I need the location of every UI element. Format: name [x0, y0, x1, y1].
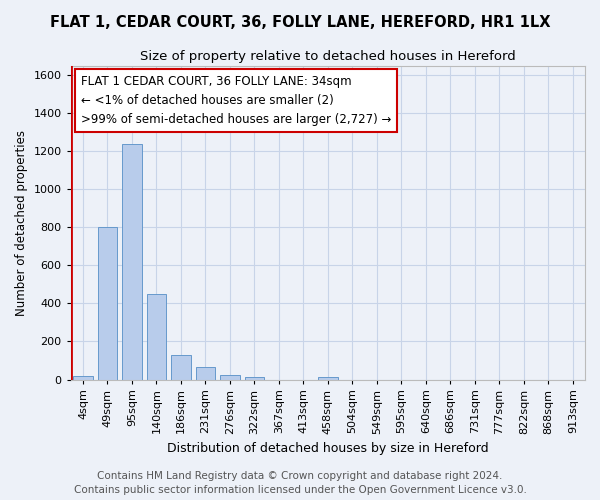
Text: FLAT 1 CEDAR COURT, 36 FOLLY LANE: 34sqm
← <1% of detached houses are smaller (2: FLAT 1 CEDAR COURT, 36 FOLLY LANE: 34sqm… — [81, 75, 391, 126]
Y-axis label: Number of detached properties: Number of detached properties — [15, 130, 28, 316]
Bar — [171, 355, 191, 380]
Bar — [245, 376, 264, 380]
Title: Size of property relative to detached houses in Hereford: Size of property relative to detached ho… — [140, 50, 516, 63]
Bar — [146, 294, 166, 380]
Bar — [73, 376, 93, 380]
Bar — [98, 228, 117, 380]
Bar — [318, 376, 338, 380]
Text: Contains HM Land Registry data © Crown copyright and database right 2024.
Contai: Contains HM Land Registry data © Crown c… — [74, 471, 526, 495]
X-axis label: Distribution of detached houses by size in Hereford: Distribution of detached houses by size … — [167, 442, 488, 455]
Bar — [196, 367, 215, 380]
Bar — [122, 144, 142, 380]
Bar — [220, 375, 239, 380]
Text: FLAT 1, CEDAR COURT, 36, FOLLY LANE, HEREFORD, HR1 1LX: FLAT 1, CEDAR COURT, 36, FOLLY LANE, HER… — [50, 15, 550, 30]
